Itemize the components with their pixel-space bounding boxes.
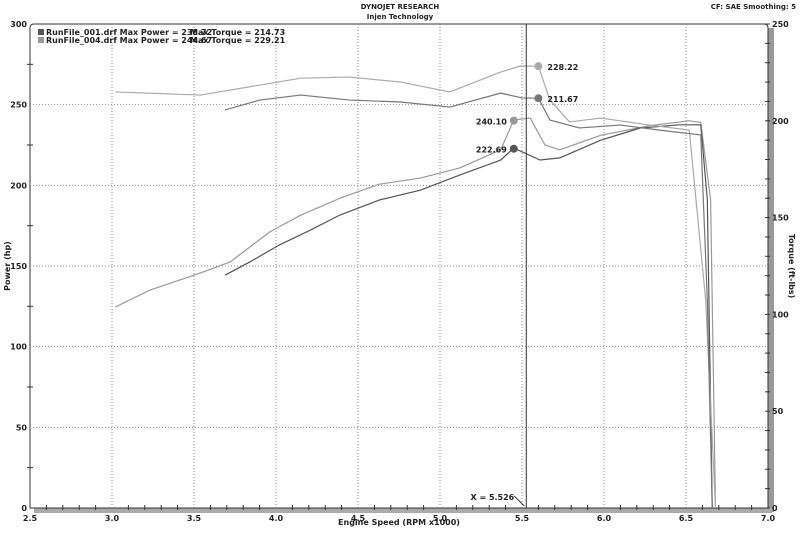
y2-axis-label: Torque (ft-lbs) [787, 234, 796, 299]
y2-tick-label: 200 [772, 117, 789, 126]
x-tick-label: 6.5 [679, 514, 694, 523]
marker-label: 228.22 [547, 63, 578, 72]
y-tick-label: 250 [10, 101, 27, 110]
correction-factor-label: CF: SAE Smoothing: 5 [710, 3, 796, 11]
series-line-power-1 [224, 124, 713, 509]
series-line-torque-3 [224, 92, 713, 509]
legend-entry-004: RunFile_004.drf Max Power = 244.67 [46, 36, 212, 45]
series-line-power-0 [115, 117, 717, 509]
marker-label: 222.69 [476, 146, 507, 155]
y2-tick-label: 0 [772, 504, 778, 513]
x-tick-label: 2.5 [23, 514, 38, 523]
cursor-label-leader [513, 495, 525, 507]
legend-swatch-004 [38, 37, 44, 43]
legend-torque-001: Max Torque = 214.73 [190, 28, 285, 37]
y-tick-label: 100 [10, 343, 27, 352]
x-tick-label: 5.0 [433, 514, 448, 523]
data-marker [534, 94, 543, 103]
y2-tick-label: 100 [772, 310, 789, 319]
x-tick-label: 4.0 [269, 514, 284, 523]
x-tick-label: 3.5 [187, 514, 202, 523]
x-tick-label: 4.5 [351, 514, 366, 523]
y-tick-label: 300 [10, 20, 27, 29]
series-line-torque-2 [115, 65, 717, 509]
y-tick-label: 50 [16, 423, 28, 432]
x-tick-label: 7.0 [761, 514, 776, 523]
y-axis-label: Power (hp) [3, 241, 12, 291]
y2-tick-label: 50 [772, 407, 784, 416]
y-tick-label: 200 [10, 181, 27, 190]
y2-tick-label: 150 [772, 214, 789, 223]
chart-subtitle: Injen Technology [366, 13, 434, 21]
data-marker [509, 116, 518, 125]
bottom-axis-shadow [34, 508, 772, 513]
chart-title: DYNOJET RESEARCH [360, 3, 440, 11]
x-tick-label: 3.0 [105, 514, 120, 523]
legend: RunFile_001.drf Max Power = 238.72 Max T… [38, 28, 286, 45]
x-tick-label: 5.5 [515, 514, 530, 523]
data-marker [509, 144, 518, 153]
x-axis-label: Engine Speed (RPM x1000) [338, 518, 460, 527]
marker-label: 211.67 [547, 95, 578, 104]
y-tick-label: 150 [10, 262, 27, 271]
legend-swatch-001 [38, 29, 44, 35]
plot-frame [29, 23, 769, 509]
x-tick-label: 6.0 [597, 514, 612, 523]
y-tick-label: 0 [21, 504, 27, 513]
legend-entry-001: RunFile_001.drf Max Power = 238.72 [46, 28, 212, 37]
legend-torque-004: Max Torque = 229.21 [190, 36, 286, 45]
cursor-label: X = 5.526 [471, 493, 515, 502]
marker-label: 240.10 [476, 118, 507, 127]
right-axis-shadow [768, 28, 774, 512]
y2-tick-label: 250 [772, 20, 789, 29]
data-marker [534, 62, 543, 71]
